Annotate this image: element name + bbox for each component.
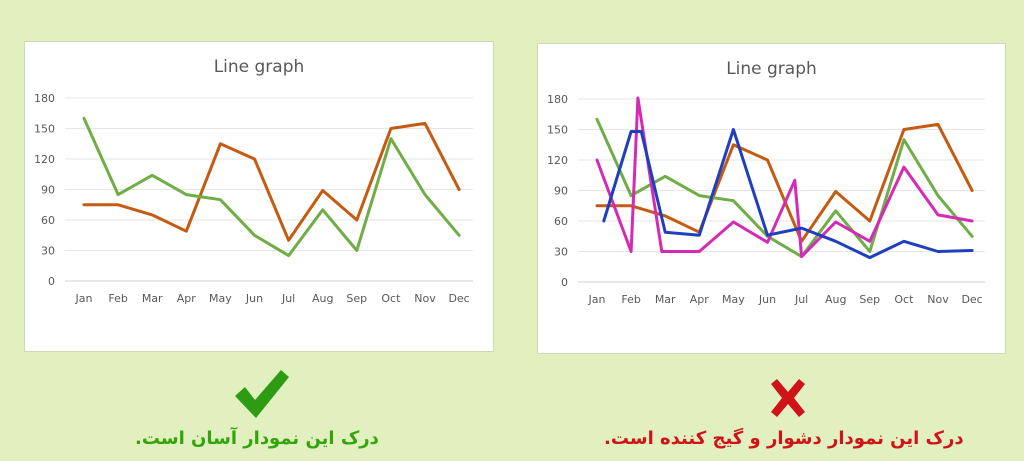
series-line bbox=[602, 128, 974, 260]
y-tick-label: 30 bbox=[41, 245, 55, 258]
y-tick-label: 30 bbox=[554, 246, 568, 259]
y-tick-label: 120 bbox=[547, 154, 568, 167]
series-line bbox=[595, 117, 974, 259]
chart-panel-right: Line graph 0 30 60 90 120 150 180 Jan Feb Mar Apr M… bbox=[537, 43, 1006, 354]
caption-confusing: درک این نمودار دشوار و گیج کننده است. bbox=[604, 428, 964, 449]
series-line bbox=[595, 96, 974, 259]
x-tick-label: Jul bbox=[794, 293, 808, 306]
y-tick-label: 150 bbox=[34, 123, 55, 136]
x-tick-label: Mar bbox=[142, 292, 163, 305]
y-tick-label: 180 bbox=[547, 93, 568, 106]
line-chart-svg: 0 30 60 90 120 150 180 Jan Feb Mar Apr May Jun Jul Aug… bbox=[547, 93, 985, 306]
x-icon bbox=[771, 379, 805, 417]
x-tick-label: Sep bbox=[859, 293, 880, 306]
x-tick-label: Aug bbox=[312, 292, 333, 305]
series-line bbox=[82, 116, 461, 258]
y-tick-label: 90 bbox=[554, 185, 568, 198]
x-tick-label: Sep bbox=[346, 292, 367, 305]
x-tick-label: May bbox=[722, 293, 745, 306]
x-tick-label: Dec bbox=[961, 293, 982, 306]
x-tick-label: Mar bbox=[655, 293, 676, 306]
line-chart-svg: 0 30 60 90 120 150 180 Jan Feb Mar Apr May Jun Jul Aug… bbox=[34, 92, 473, 305]
x-tick-label: May bbox=[209, 292, 232, 305]
chart-title: Line graph bbox=[213, 57, 305, 77]
y-tick-label: 0 bbox=[561, 276, 568, 289]
y-tick-label: 150 bbox=[547, 124, 568, 137]
x-tick-label: Dec bbox=[448, 292, 469, 305]
x-tick-label: Feb bbox=[108, 292, 127, 305]
x-tick-label: Aug bbox=[825, 293, 846, 306]
x-tick-label: Jun bbox=[758, 293, 776, 306]
x-tick-label: Oct bbox=[381, 292, 401, 305]
x-tick-label: Jul bbox=[281, 292, 295, 305]
y-tick-label: 180 bbox=[34, 92, 55, 105]
x-tick-label: Jan bbox=[75, 292, 93, 305]
x-tick-label: Apr bbox=[177, 292, 197, 305]
y-tick-label: 120 bbox=[34, 153, 55, 166]
check-icon bbox=[235, 370, 289, 418]
y-tick-label: 60 bbox=[554, 215, 568, 228]
y-tick-label: 0 bbox=[48, 275, 55, 288]
y-tick-label: 60 bbox=[41, 214, 55, 227]
x-tick-label: Feb bbox=[621, 293, 640, 306]
x-tick-label: Jun bbox=[245, 292, 263, 305]
caption-easy: درک این نمودار آسان است. bbox=[135, 428, 379, 449]
x-tick-label: Jan bbox=[588, 293, 606, 306]
x-tick-label: Apr bbox=[690, 293, 710, 306]
series-line bbox=[82, 121, 461, 242]
x-tick-label: Oct bbox=[894, 293, 914, 306]
y-tick-label: 90 bbox=[41, 184, 55, 197]
chart-title: Line graph bbox=[726, 59, 817, 79]
x-tick-label: Nov bbox=[927, 293, 949, 306]
x-tick-label: Nov bbox=[414, 292, 436, 305]
chart-panel-left: Line graph 0 30 60 90 120 150 180 Jan Feb Mar Apr M… bbox=[24, 41, 494, 352]
